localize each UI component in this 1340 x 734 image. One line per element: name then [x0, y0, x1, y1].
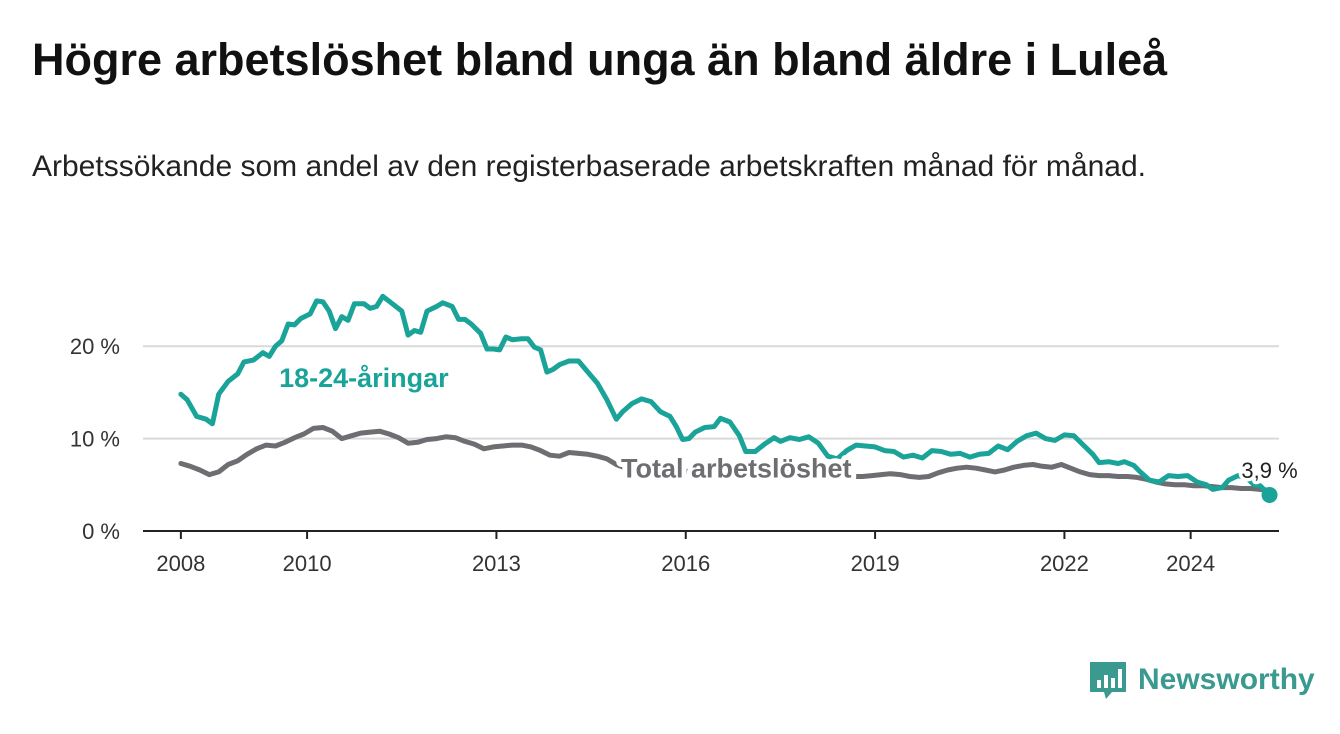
x-tick-label: 2010 — [283, 551, 332, 576]
end-value-label-halo: 3,9 % — [1241, 458, 1297, 483]
axes: 0 % 10 % 20 % 2008 2010 2013 2016 2019 2022 2024 — [70, 334, 1279, 576]
end-value-label: 3,9 % — [1241, 458, 1297, 483]
newsworthy-logo-icon — [1090, 662, 1126, 699]
x-tick-label: 2019 — [851, 551, 900, 576]
series-label-halo: 18-24-åringar — [279, 363, 449, 393]
x-tick-label: 2022 — [1040, 551, 1089, 576]
x-tick-label: 2016 — [661, 551, 710, 576]
grid-lines — [143, 345, 1279, 440]
y-tick-label: 20 % — [70, 334, 120, 359]
newsworthy-brand[interactable]: Newsworthy — [1088, 660, 1315, 700]
series-label: Total arbetslöshet — [621, 453, 852, 483]
x-tick-label: 2008 — [156, 551, 205, 576]
series-label-halo: Total arbetslöshet — [621, 453, 852, 483]
series-line-total-arbetsl-shet — [178, 425, 1272, 493]
x-tick-label: 2013 — [472, 551, 521, 576]
x-tick-label: 2024 — [1166, 551, 1215, 576]
series-label: 18-24-åringar — [279, 363, 449, 393]
line-chart: 0 %10 %20 %2008 2010 2013 2016 2019 2022 2024 … — [69, 293, 1301, 576]
end-point-marker — [1261, 486, 1278, 503]
y-tick-label: 0 % — [82, 519, 120, 544]
chart-subtitle: Arbetssökande som andel av den registerb… — [32, 150, 1146, 183]
chart-title: Högre arbetslöshet bland unga än bland ä… — [32, 34, 1168, 85]
brand-name: Newsworthy — [1138, 663, 1315, 696]
y-tick-label: 10 % — [70, 427, 120, 452]
series-line-18-24-ringar — [178, 293, 1272, 498]
series-lines — [178, 293, 1272, 498]
